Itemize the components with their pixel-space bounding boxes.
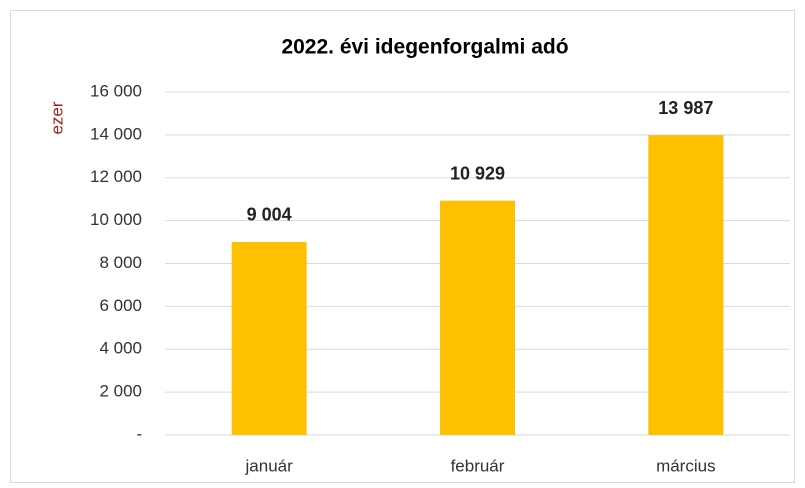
y-tick-label: 4 000	[99, 339, 142, 358]
y-tick-label: 14 000	[90, 124, 142, 143]
y-tick-label: 16 000	[90, 81, 142, 100]
x-tick-label: március	[656, 456, 716, 475]
y-tick-label: 12 000	[90, 167, 142, 186]
bar	[648, 135, 724, 435]
y-tick-label: 8 000	[99, 253, 142, 272]
x-tick-label: január	[245, 456, 294, 475]
y-axis-label: ezer	[47, 101, 66, 134]
bar	[440, 200, 515, 435]
y-tick-label: -	[136, 424, 142, 443]
y-tick-label: 2 000	[99, 382, 142, 401]
data-label: 9 004	[247, 205, 292, 225]
data-label: 10 929	[450, 163, 505, 183]
data-label: 13 987	[658, 98, 713, 118]
chart-title: 2022. évi idegenforgalmi adó	[281, 36, 568, 59]
bar	[231, 241, 307, 435]
x-tick-label: február	[451, 456, 505, 475]
y-tick-label: 10 000	[90, 210, 142, 229]
y-tick-label: 6 000	[99, 296, 142, 315]
